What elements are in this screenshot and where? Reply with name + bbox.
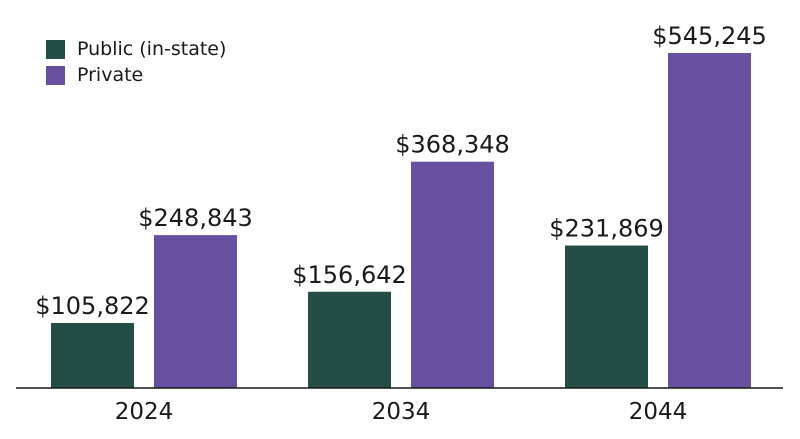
legend: Public (in-state) Private (46, 36, 226, 88)
legend-swatch-private (46, 65, 65, 85)
data-label-public-2044: $231,869 (549, 215, 664, 243)
bar-private-2044 (668, 53, 751, 388)
bar-public-2024 (51, 322, 134, 388)
data-label-private-2034: $368,348 (395, 131, 510, 159)
data-label-private-2024: $248,843 (138, 204, 253, 232)
bar-public-2034 (308, 291, 391, 388)
data-label-private-2044: $545,245 (652, 22, 767, 50)
data-label-public-2034: $156,642 (292, 261, 407, 289)
x-tick-label-2044: 2044 (629, 399, 688, 425)
data-label-public-2024: $105,822 (35, 292, 150, 320)
bar-private-2034 (411, 161, 494, 388)
x-tick-label-2024: 2024 (115, 399, 174, 425)
x-tick-label-2034: 2034 (372, 399, 431, 425)
legend-label-private: Private (77, 64, 144, 86)
legend-item-public: Public (in-state) (46, 36, 226, 62)
legend-label-public: Public (in-state) (77, 38, 227, 60)
bar-public-2044 (565, 245, 648, 388)
legend-swatch-public (46, 39, 65, 59)
bar-private-2024 (154, 235, 237, 388)
legend-item-private: Private (46, 62, 226, 88)
